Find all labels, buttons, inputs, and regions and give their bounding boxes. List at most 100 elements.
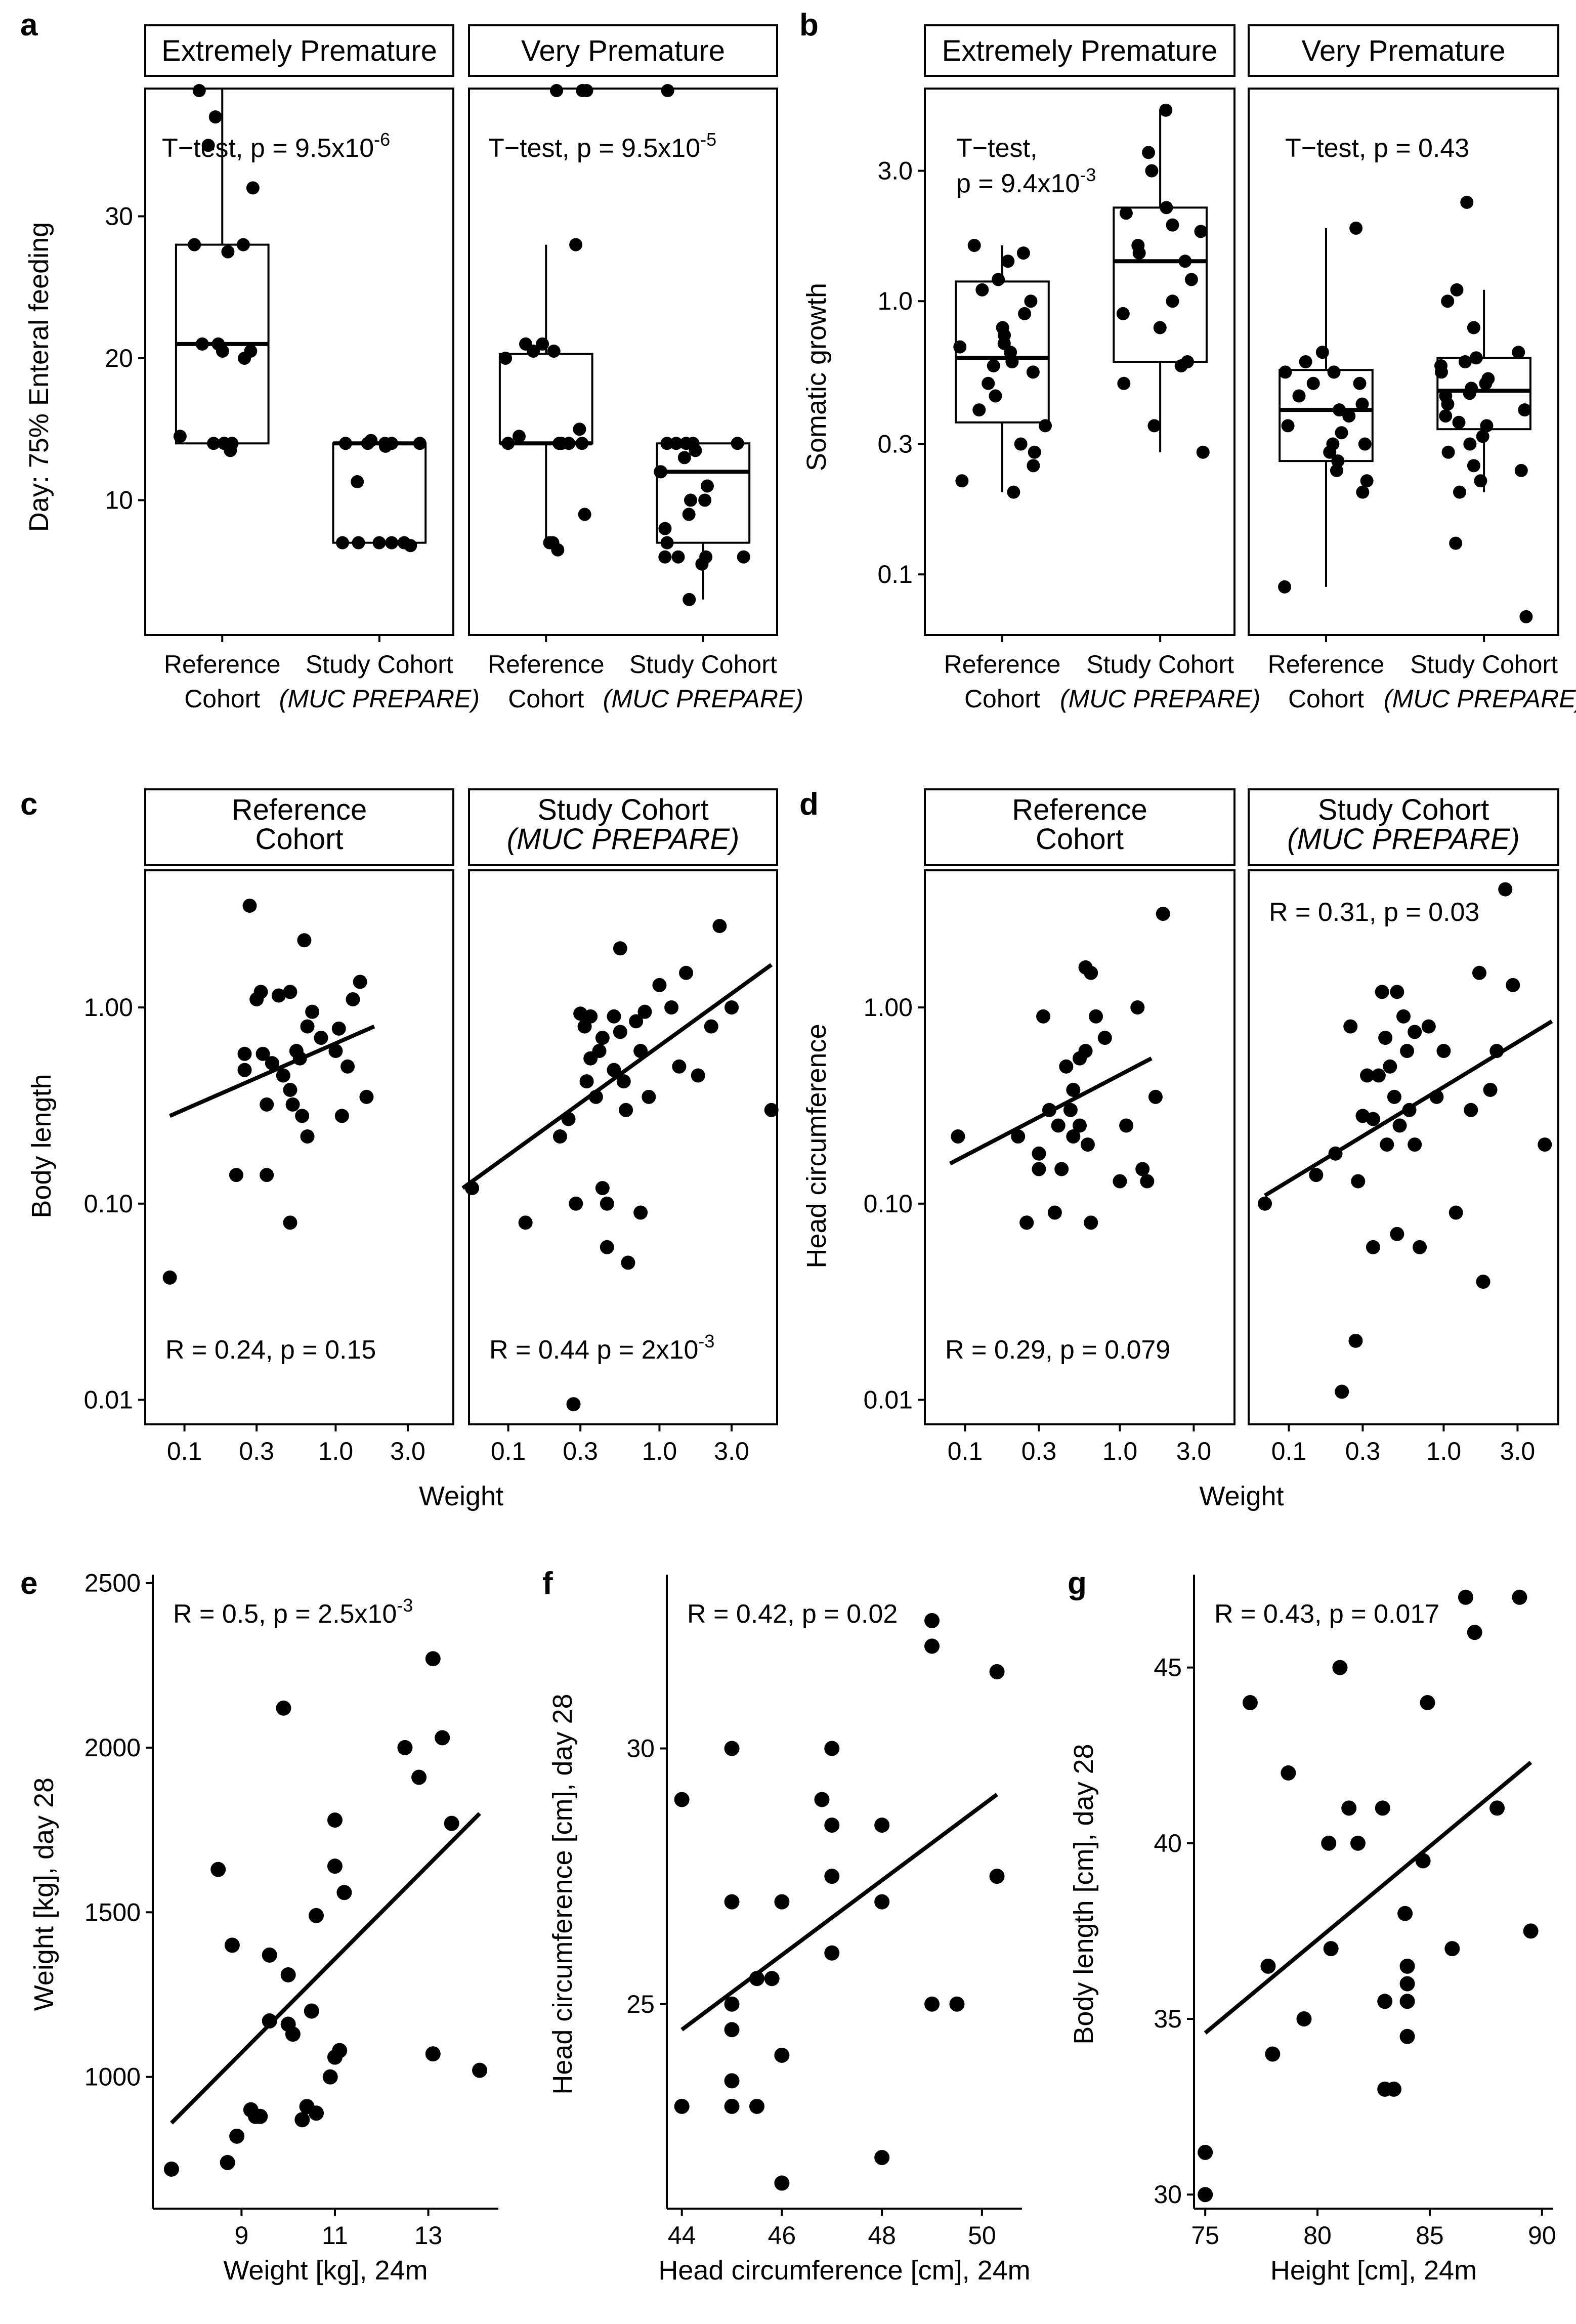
x-tick-label-e-0: 9	[234, 2221, 248, 2250]
facet-marks-b-1	[1278, 195, 1533, 623]
data-point	[1119, 206, 1133, 220]
x-tick-label-f-2: 48	[868, 2221, 896, 2250]
y-tick-label-c-1: 0.10	[84, 1190, 133, 1218]
data-point	[1080, 1137, 1095, 1152]
data-point	[551, 543, 565, 557]
data-point	[1032, 1162, 1046, 1176]
data-point	[824, 1818, 840, 1833]
facet-marks-b-0	[953, 103, 1210, 499]
facet-panel-a-1	[468, 88, 778, 636]
facet-strip-b-0	[924, 24, 1236, 77]
facet-strip-label-c-0: Reference	[232, 793, 367, 826]
data-point	[1332, 1660, 1348, 1675]
fit-line	[461, 963, 773, 1190]
data-point	[1358, 437, 1372, 451]
facet-strip-label-b-1: Very Premature	[1302, 34, 1506, 67]
data-point	[774, 1894, 790, 1910]
data-point	[1413, 1240, 1427, 1254]
data-point	[309, 2105, 324, 2121]
data-point	[1351, 1174, 1366, 1189]
facet-marks-a-1	[498, 84, 751, 606]
data-point	[1001, 255, 1015, 268]
data-point	[1260, 1958, 1276, 1974]
data-point	[1330, 463, 1343, 477]
panel-label-e: e	[20, 1566, 37, 1601]
data-point	[1377, 1994, 1393, 2009]
x-tick-label-d-0-3: 3.0	[1176, 1437, 1212, 1465]
x-axis-label-e: Weight [kg], 24m	[223, 2255, 428, 2286]
data-point	[322, 2069, 338, 2085]
x-category-label-a-1-1: Study Cohort	[629, 650, 777, 679]
data-point	[1420, 1695, 1435, 1711]
data-point	[411, 1769, 427, 1785]
data-point	[1453, 485, 1466, 499]
data-point	[949, 1996, 965, 2012]
data-point	[385, 536, 399, 550]
data-point	[1450, 283, 1464, 297]
y-tick-label-e-2: 2000	[84, 1734, 141, 1762]
data-point	[1140, 1174, 1155, 1189]
data-point	[764, 1103, 779, 1117]
data-point	[1132, 246, 1146, 260]
data-point	[1480, 419, 1494, 433]
stat-text-g: R = 0.43, p = 0.017	[1214, 1599, 1439, 1629]
stat-text-d-0: R = 0.29, p = 0.079	[945, 1335, 1170, 1365]
facet-strip-sublabel-c-0: Cohort	[255, 823, 343, 856]
stat-text-e-base: R = 0.5, p = 2.5x10	[173, 1599, 397, 1629]
data-point	[1512, 1589, 1527, 1605]
facet-marks-d-0	[949, 907, 1170, 1230]
data-point	[1323, 1941, 1339, 1957]
data-point	[550, 84, 564, 97]
panel-label-c: c	[20, 787, 37, 822]
data-point	[1066, 1082, 1081, 1097]
data-point	[332, 2043, 348, 2058]
data-point	[1281, 1765, 1296, 1781]
x-tick-label-d-0-0: 0.1	[948, 1437, 983, 1465]
data-point	[987, 359, 1000, 372]
data-point	[1408, 1025, 1422, 1039]
data-point	[1399, 1976, 1415, 1992]
data-point	[1523, 1923, 1539, 1939]
data-point	[1007, 485, 1020, 499]
data-point	[654, 465, 668, 479]
panel-label-a: a	[20, 8, 38, 43]
data-point	[725, 1000, 739, 1015]
data-point	[660, 437, 674, 450]
data-point	[1386, 2081, 1401, 2097]
data-point	[616, 1074, 631, 1089]
data-point	[338, 437, 352, 450]
data-point	[1434, 365, 1448, 379]
data-point	[724, 2022, 740, 2038]
data-point	[1028, 445, 1041, 459]
data-point	[276, 1700, 291, 1716]
y-tick-label-c-0: 0.01	[84, 1386, 133, 1414]
data-point	[575, 437, 589, 450]
x-category-sublabel-b-1-1: (MUC PREPARE)	[1384, 685, 1576, 713]
data-point	[1066, 1129, 1081, 1144]
data-point	[221, 245, 235, 259]
data-point	[1194, 225, 1208, 238]
stat-text-e-exponent: -3	[397, 1595, 413, 1616]
x-tick-label-g-0: 75	[1191, 2221, 1219, 2250]
data-point	[229, 1168, 243, 1182]
facet-panel-d-0	[924, 869, 1236, 1425]
data-point	[297, 933, 312, 948]
data-point	[774, 2047, 790, 2063]
data-point	[195, 337, 209, 351]
data-point	[724, 1996, 740, 2012]
data-point	[619, 1103, 633, 1117]
x-tick-label-c-0-0: 0.1	[167, 1437, 202, 1465]
data-point	[1383, 1059, 1397, 1074]
data-point	[1024, 294, 1038, 308]
data-point	[425, 1651, 441, 1667]
data-point	[1166, 294, 1179, 308]
data-point	[1512, 346, 1525, 359]
data-point	[691, 1068, 705, 1083]
x-tick-label-c-1-1: 0.3	[563, 1437, 598, 1465]
data-point	[364, 434, 378, 447]
data-point	[874, 2149, 890, 2165]
data-point	[1116, 307, 1130, 320]
data-point	[1518, 403, 1531, 417]
data-point	[1538, 1137, 1552, 1152]
x-tick-label-f-3: 50	[968, 2221, 996, 2250]
